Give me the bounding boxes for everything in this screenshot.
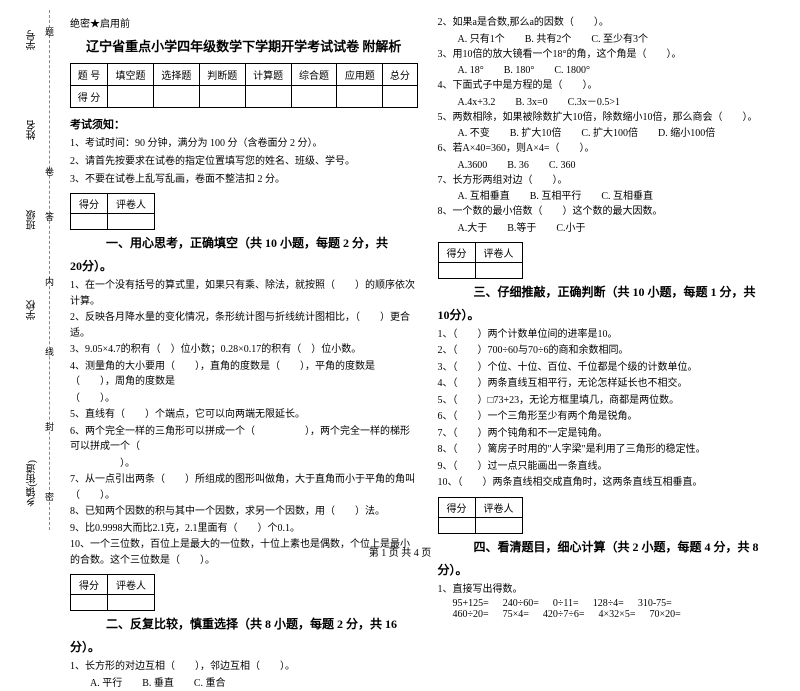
q: 4、下面式子中是方程的是（ ）。 [438,78,786,94]
th: 综合题 [291,64,337,86]
gutter-label: 姓名 [25,120,40,140]
q: 6、（ ）一个三角形至少有两个角是锐角。 [438,409,786,425]
q: 8、（ ）篱房子时用的"人字梁"是利用了三角形的稳定性。 [438,442,786,458]
section3-heading: 三、仔细推敲，正确判断（共 10 小题，每题 1 分，共 [438,283,786,300]
q: 7、（ ）两个钝角和不一定是钝角。 [438,426,786,442]
notice: 3、不要在试卷上乱写乱画，卷面不整洁扣 2 分。 [70,172,418,187]
q: 2、反映各月降水量的变化情况，条形统计图与折线统计图相比，（ ）更合适。 [70,310,418,341]
binding-gutter: 学号 姓名 班级 学校 乡镇(街道) 题 卷 答 内 线 封 密 [0,0,60,540]
th: 计算题 [245,64,291,86]
cut-mark: 卷 [45,165,54,178]
q: 10、（ ）两条直线相交成直角时，这两条直线互相垂直。 [438,475,786,491]
section2-cont: 分）。 [70,638,418,655]
q: 3、用10倍的放大镜看一个18°的角，这个角是（ ）。 [438,47,786,63]
section1-heading: 一、用心思考，正确填空（共 10 小题，每题 2 分，共 [70,234,418,251]
q: 1、长方形的对边互相（ ），邻边互相（ ）。 [70,659,418,675]
q: 5、直线有（ ）个端点，它可以向两端无限延长。 [70,407,418,423]
dashed-line [49,10,50,530]
calc-row: 95+125= 240÷60= 0÷11= 128÷4= 310-75= [453,598,786,609]
cut-mark: 封 [45,420,54,433]
section1-cont: 20分）。 [70,257,418,274]
secret-label: 绝密★启用前 [70,15,418,30]
q: 1、直接写出得数。 [438,582,786,598]
th: 应用题 [337,64,383,86]
th: 题 号 [71,64,108,86]
gutter-label: 班级 [25,210,40,230]
gutter-label: 学校 [25,300,40,320]
mark-table: 得分评卷人 [438,497,523,534]
th: 判断题 [199,64,245,86]
exam-title: 辽宁省重点小学四年级数学下学期开学考试试卷 附解析 [70,36,418,55]
th: 总分 [383,64,417,86]
td: 得 分 [71,86,108,108]
q: 5、两数相除，如果被除数扩大10倍，除数缩小10倍，那么商会（ ）。 [438,110,786,126]
notice: 2、请首先按要求在试卷的指定位置填写您的姓名、班级、学号。 [70,154,418,169]
q: 10、一个三位数，百位上是最大的一位数，十位上素也是偶数，个位上是最小的合数。这… [70,537,418,568]
cut-mark: 线 [45,345,54,358]
q: （ ）。 [70,391,418,407]
opts: A. 平行 B. 垂直 C. 重合 [90,676,418,691]
right-column: 2、如果a是合数,那么a的因数（ ）。 A. 只有1个 B. 共有2个 C. 至… [438,15,786,540]
section4-heading: 四、看清题目，细心计算（共 2 小题，每题 4 分，共 8 [438,538,786,555]
mark-table: 得分评卷人 [438,242,523,279]
section2-heading: 二、反复比较，慎重选择（共 8 小题，每题 2 分，共 16 [70,615,418,632]
q: 4、（ ）两条直线互相平行，无论怎样延长也不相交。 [438,376,786,392]
gutter-label: 学号 [25,30,40,50]
notice-heading: 考试须知： [70,116,418,132]
q: 4、测量角的大小要用（ ），直角的度数是（ ），平角的度数是（ ），周角的度数是 [70,359,418,390]
q: 5、（ ）□73+23，无论方框里填几，商都是两位数。 [438,393,786,409]
gutter-label: 乡镇(街道) [25,460,40,507]
q: 7、长方形两组对边（ ）。 [438,173,786,189]
q: ）。 [70,456,418,472]
q: 1、在一个没有括号的算式里，如果只有乘、除法，就按照（ ）的顺序依次计算。 [70,278,418,309]
section3-cont: 10分）。 [438,306,786,323]
section4-cont: 分）。 [438,561,786,578]
q: 2、如果a是合数,那么a的因数（ ）。 [438,15,786,31]
mark-table: 得分评卷人 [70,193,155,230]
q: 9、比0.9998大而比2.1克，2.1里面有（ ）个0.1。 [70,521,418,537]
notice: 1、考试时间：90 分钟，满分为 100 分（含卷面分 2 分）。 [70,136,418,151]
q: 7、从一点引出两条（ ）所组成的图形叫做角，大于直角而小于平角的角叫（ ）。 [70,472,418,503]
q: 9、（ ）过一点只能画出一条直线。 [438,459,786,475]
q: 3、9.05×4.7的积有（ ）位小数；0.28×0.17的积有（ ）位小数。 [70,342,418,358]
opts: A.大于 B.等于 C.小于 [458,221,786,236]
opts: A. 不变 B. 扩大10倍 C. 扩大100倍 D. 缩小100倍 [458,126,786,141]
calc-row: 460÷20= 75×4= 420÷7÷6= 4×32×5= 70×20= [453,609,786,620]
mark-table: 得分评卷人 [70,574,155,611]
q: 8、已知两个因数的积与其中一个因数，求另一个因数，用（ ）法。 [70,504,418,520]
left-column: 绝密★启用前 辽宁省重点小学四年级数学下学期开学考试试卷 附解析 题 号 填空题… [70,15,418,540]
opts: A. 只有1个 B. 共有2个 C. 至少有3个 [458,32,786,47]
q: 3、（ ）个位、十位、百位、千位都是个级的计数单位。 [438,360,786,376]
cut-mark: 答 [45,210,54,223]
q: 6、两个完全一样的三角形可以拼成一个（ ），两个完全一样的梯形可以拼成一个（ [70,424,418,455]
opts: A. 18° B. 180° C. 1800° [458,63,786,78]
opts: A.3600 B. 36 C. 360 [458,158,786,173]
cut-mark: 密 [45,490,54,503]
cut-mark: 内 [45,275,54,288]
opts: A.4x+3.2 B. 3x=0 C.3x－0.5>1 [458,95,786,110]
score-table: 题 号 填空题 选择题 判断题 计算题 综合题 应用题 总分 得 分 [70,63,418,108]
th: 填空题 [108,64,154,86]
q: 1、（ ）两个计数单位间的进率是10。 [438,327,786,343]
q: 2、（ ）700÷60与70÷6的商和余数相同。 [438,343,786,359]
th: 选择题 [153,64,199,86]
q: 6、若A×40=360，则A×4=（ ）。 [438,141,786,157]
q: 8、一个数的最小倍数（ ）这个数的最大因数。 [438,204,786,220]
opts: A. 互相垂直 B. 互相平行 C. 互相垂直 [458,189,786,204]
cut-mark: 题 [45,25,54,38]
